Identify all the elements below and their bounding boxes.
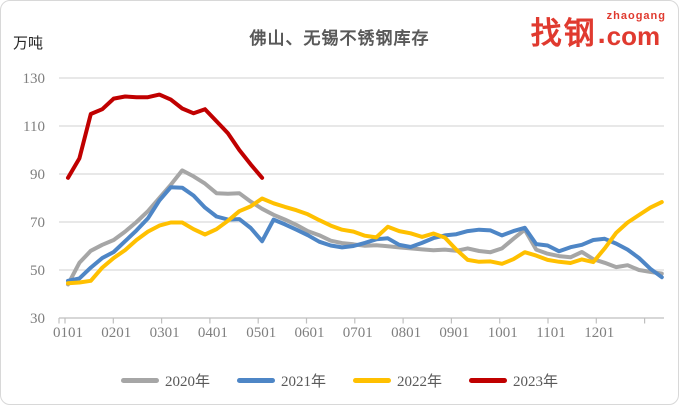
y-tick-label: 90 bbox=[30, 167, 45, 183]
legend-label: 2021年 bbox=[280, 374, 326, 390]
zhaogang-logo: 找钢. zhaogang com bbox=[530, 10, 666, 51]
legend-item-2021: 2021年 bbox=[236, 370, 326, 391]
legend-item-2023: 2023年 bbox=[469, 370, 558, 391]
x-tick-label: 0401 bbox=[198, 325, 228, 341]
series-line-2023 bbox=[66, 92, 265, 180]
x-tick-label: 1101 bbox=[536, 325, 565, 341]
x-tick-label: 0801 bbox=[391, 325, 421, 341]
logo-cn-text: 找钢 bbox=[530, 16, 597, 51]
x-tick-label: 0701 bbox=[343, 325, 373, 341]
x-tick-label: 0101 bbox=[53, 325, 83, 341]
legend-swatch bbox=[236, 378, 275, 383]
x-tick-label: 1001 bbox=[488, 325, 518, 341]
chart-legend: 2020年 2021年 2022年 2023年 bbox=[1, 370, 678, 391]
logo-dot: . bbox=[597, 18, 606, 50]
logo-zhaogang-text: zhaogang bbox=[606, 10, 666, 22]
y-tick-label: 70 bbox=[30, 215, 45, 231]
x-tick-label: 0601 bbox=[295, 325, 325, 341]
series-line-2021 bbox=[66, 185, 664, 283]
legend-swatch bbox=[120, 378, 159, 383]
logo-com-text: com bbox=[606, 21, 661, 51]
x-tick-label: 0301 bbox=[150, 325, 180, 341]
legend-label: 2023年 bbox=[513, 374, 559, 390]
legend-label: 2020年 bbox=[164, 374, 210, 390]
legend-swatch bbox=[353, 378, 391, 383]
y-tick-label: 130 bbox=[23, 71, 46, 87]
legend-item-2020: 2020年 bbox=[120, 370, 210, 391]
y-tick-label: 30 bbox=[30, 311, 45, 327]
x-tick-label: 0501 bbox=[246, 325, 276, 341]
legend-label: 2022年 bbox=[397, 374, 443, 390]
legend-swatch bbox=[469, 378, 508, 383]
legend-item-2022: 2022年 bbox=[353, 370, 442, 391]
x-tick-label: 1201 bbox=[584, 325, 614, 341]
y-tick-label: 50 bbox=[30, 263, 45, 279]
y-tick-label: 110 bbox=[23, 119, 45, 135]
x-tick-label: 0901 bbox=[439, 325, 469, 341]
series-line-2022 bbox=[66, 196, 664, 286]
x-tick-label: 0201 bbox=[101, 325, 131, 341]
y-axis-unit-label: 万吨 bbox=[13, 36, 44, 52]
chart-title: 佛山、无锡不锈钢库存 bbox=[249, 29, 430, 48]
